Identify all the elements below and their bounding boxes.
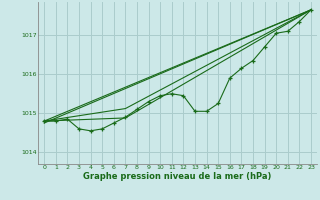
- X-axis label: Graphe pression niveau de la mer (hPa): Graphe pression niveau de la mer (hPa): [84, 172, 272, 181]
